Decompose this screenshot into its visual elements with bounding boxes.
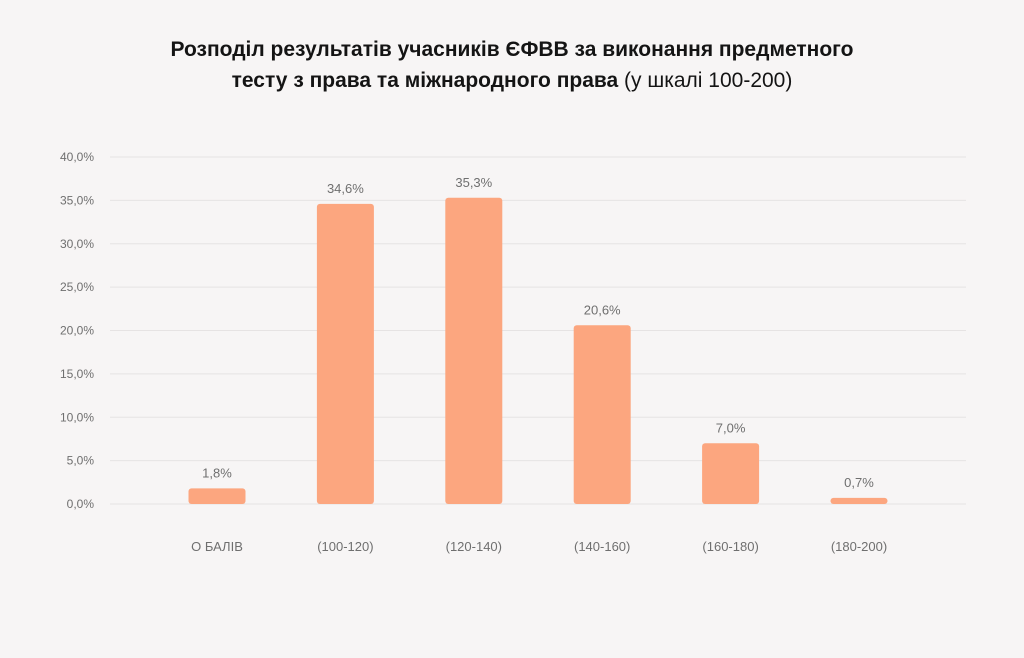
x-category-label-1: (100-120) <box>317 539 373 554</box>
y-tick-label-5: 25,0% <box>60 280 94 294</box>
chart-title: Розподіл результатів учасників ЄФВВ за в… <box>0 34 1024 96</box>
bar-4 <box>702 443 760 504</box>
data-label-2: 35,3% <box>455 175 492 190</box>
bar-2 <box>445 197 503 504</box>
chart-title-line-2: тесту з права та міжнародного права (у ш… <box>0 65 1024 96</box>
y-tick-label-6: 30,0% <box>60 237 94 251</box>
x-category-label-3: (140-160) <box>574 539 630 554</box>
bar-1 <box>316 203 374 504</box>
data-label-3: 20,6% <box>584 302 621 317</box>
y-tick-label-4: 20,0% <box>60 324 94 338</box>
chart-title-scale-note: (у шкалі 100-200) <box>618 69 793 92</box>
data-label-4: 7,0% <box>716 420 746 435</box>
y-tick-label-3: 15,0% <box>60 367 94 381</box>
y-tick-label-7: 35,0% <box>60 193 94 207</box>
bar-5 <box>830 497 888 504</box>
y-tick-label-1: 5,0% <box>67 454 95 468</box>
y-tick-label-0: 0,0% <box>67 497 95 511</box>
x-category-label-4: (160-180) <box>702 539 758 554</box>
chart-title-line-2-bold: тесту з права та міжнародного права <box>231 69 619 92</box>
bar-3 <box>573 325 631 504</box>
chart-title-line-1: Розподіл результатів учасників ЄФВВ за в… <box>170 38 854 61</box>
data-label-0: 1,8% <box>202 465 232 480</box>
x-category-label-5: (180-200) <box>831 539 887 554</box>
data-label-1: 34,6% <box>327 181 364 196</box>
y-tick-label-8: 40,0% <box>60 150 94 164</box>
x-category-label-0: О БАЛІВ <box>191 539 243 554</box>
y-tick-label-2: 10,0% <box>60 410 94 424</box>
x-category-label-2: (120-140) <box>446 539 502 554</box>
bar-0 <box>188 488 246 504</box>
data-label-5: 0,7% <box>844 475 874 490</box>
